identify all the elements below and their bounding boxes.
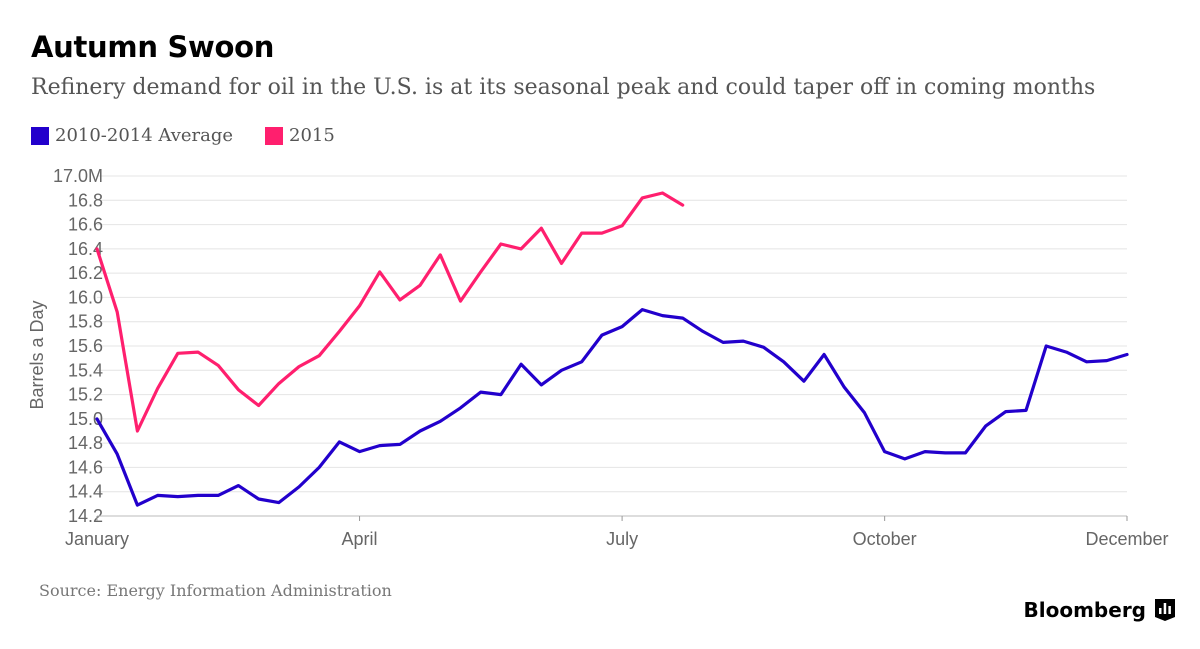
y-tick-label: 17.0M [53,166,103,186]
legend-swatch-average [31,126,49,145]
x-tick-label: January [65,529,129,549]
y-tick-label: 16.8 [68,190,103,210]
y-tick-label: 16.6 [68,215,103,235]
y-tick-label: 14.4 [68,482,103,502]
x-tick-label: April [342,529,378,549]
y-tick-label: 14.6 [68,457,103,477]
y-tick-label: 15.6 [68,336,103,356]
x-tick-label: October [853,529,917,549]
y-tick-label: 16.2 [68,263,103,283]
axes: 17.0M 16.8 16.6 16.4 16.2 16.0 15.8 15.6 15.4 15.… [53,166,1169,549]
series-line-2015 [95,191,685,433]
y-tick-label: 16.0 [68,287,103,307]
legend-item-average: 2010-2014 Average [31,125,233,146]
y-tick-label: 14.2 [68,506,103,526]
x-tick-label: December [1085,529,1168,549]
y-tick-label: 15.4 [68,360,103,380]
series-line-average [95,308,1129,507]
legend-item-2015: 2015 [265,125,335,146]
y-tick-label: 15.0 [68,409,103,429]
y-axis-title: Barrels a Day [27,300,47,409]
brand-wordmark: Bloomberg [1023,598,1146,622]
chart-subtitle: Refinery demand for oil in the U.S. is a… [31,75,1096,100]
y-tick-label: 14.8 [68,433,103,453]
series [95,191,1129,507]
legend: 2010-2014 Average 2015 [31,125,367,146]
bloomberg-logo-icon [1155,599,1175,621]
legend-swatch-2015 [265,126,284,145]
x-tick-label: July [606,529,638,549]
legend-label-2015: 2015 [289,125,335,146]
y-tick-label: 15.8 [68,312,103,332]
y-tick-label: 15.2 [68,385,103,405]
source-note: Source: Energy Information Administratio… [39,581,392,600]
gridlines [97,175,1127,517]
legend-label-average: 2010-2014 Average [55,125,234,146]
brand-logo: Bloomberg [1024,598,1176,622]
chart-title: Autumn Swoon [31,30,275,64]
y-tick-label: 16.4 [68,239,103,259]
